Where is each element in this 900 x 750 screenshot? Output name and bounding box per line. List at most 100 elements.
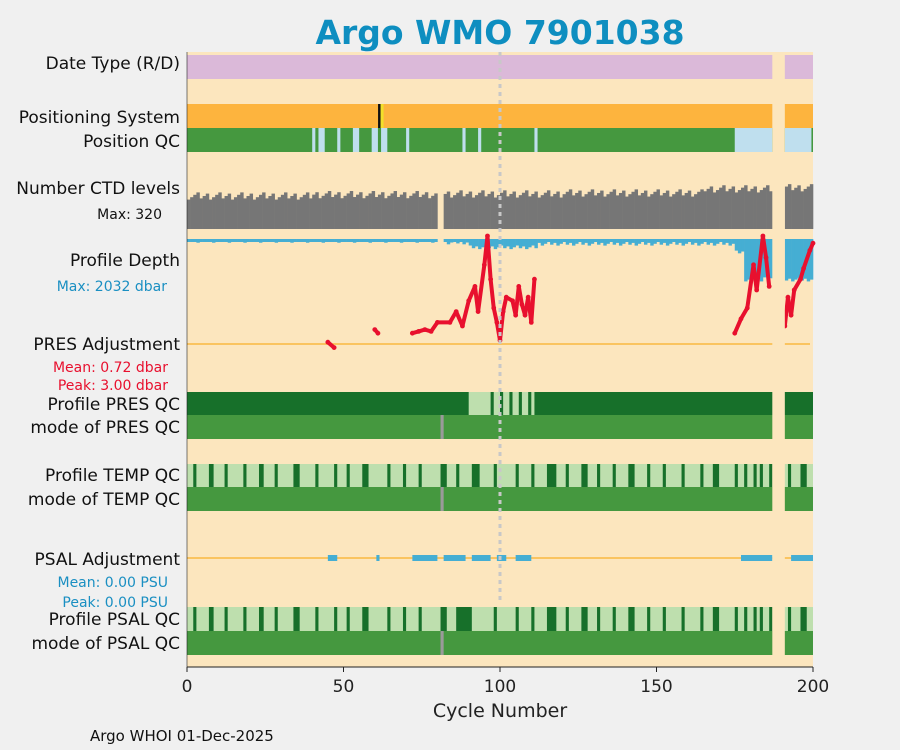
profile-depth-bar bbox=[277, 239, 282, 242]
ctd-level-bar bbox=[697, 191, 701, 229]
profile-temp-qc-band bbox=[187, 464, 813, 487]
ctd-level-bar bbox=[265, 198, 269, 229]
profile-depth-bar bbox=[287, 239, 291, 242]
profile-temp-qc-segment bbox=[712, 464, 720, 487]
profile-depth-bar bbox=[687, 239, 692, 242]
label-mode-psal-qc: mode of PSAL QC bbox=[31, 634, 180, 654]
ctd-level-bar bbox=[728, 188, 732, 229]
ctd-level-bar bbox=[474, 195, 479, 229]
profile-depth-bar bbox=[518, 239, 523, 249]
profile-temp-qc-segment bbox=[387, 464, 391, 487]
ctd-level-bar bbox=[669, 196, 673, 229]
profile-depth-bar bbox=[534, 239, 538, 249]
ctd-level-bar bbox=[500, 192, 504, 229]
ctd-level-bar bbox=[659, 195, 664, 229]
ctd-level-bar bbox=[603, 196, 607, 229]
ctd-level-bar bbox=[578, 190, 582, 229]
profile-depth-bar bbox=[359, 239, 363, 242]
ctd-level-bar bbox=[537, 197, 541, 229]
profile-depth-bar bbox=[562, 239, 567, 242]
profile-depth-bar bbox=[684, 239, 689, 244]
position-qc-segment bbox=[534, 128, 538, 152]
profile-psal-qc-segment bbox=[493, 607, 497, 631]
profile-pres-qc-segment bbox=[503, 392, 510, 415]
profile-depth-bar bbox=[456, 239, 460, 244]
profile-temp-qc-segment bbox=[258, 464, 264, 487]
pres-adjustment-point bbox=[447, 320, 453, 325]
profile-depth-bar bbox=[618, 239, 623, 246]
ctd-level-bar bbox=[731, 186, 736, 229]
ctd-level-bar bbox=[296, 199, 300, 229]
depth-max-label: Max: 2032 dbar bbox=[57, 279, 168, 295]
profile-psal-qc-segment bbox=[647, 607, 651, 631]
pres-adjustment-point bbox=[503, 294, 509, 300]
profile-depth-bar bbox=[659, 239, 664, 245]
ctd-level-bar bbox=[456, 192, 460, 229]
ctd-level-bar bbox=[656, 189, 660, 229]
profile-depth-bar bbox=[628, 239, 632, 245]
profile-depth-bar bbox=[318, 239, 322, 242]
ctd-level-bar bbox=[318, 198, 322, 229]
label-mode-temp-qc: mode of TEMP QC bbox=[28, 490, 180, 510]
profile-depth-bar bbox=[791, 239, 795, 282]
ctd-level-bar bbox=[481, 190, 485, 229]
profile-psal-qc-segment bbox=[759, 607, 763, 631]
ctd-level-bar bbox=[597, 192, 601, 229]
ctd-level-bar bbox=[737, 190, 742, 229]
ctd-level-bar bbox=[381, 192, 385, 229]
ctd-level-bar bbox=[315, 192, 319, 229]
pres-adjustment-point bbox=[460, 323, 465, 329]
ctd-level-bar bbox=[753, 186, 757, 229]
ctd-level-bar bbox=[703, 191, 707, 229]
profile-depth-bar bbox=[515, 239, 520, 246]
x-tick-label: 100 bbox=[484, 677, 516, 697]
positioning-marker-yellow bbox=[380, 104, 384, 128]
ctd-level-bar bbox=[290, 196, 294, 229]
profile-depth-bar bbox=[352, 239, 357, 243]
ctd-level-bar bbox=[528, 196, 532, 229]
profile-depth-bar bbox=[374, 239, 379, 242]
profile-depth-bar bbox=[474, 239, 479, 247]
profile-depth-bar bbox=[296, 239, 300, 242]
ctd-level-bar bbox=[356, 194, 360, 229]
ctd-level-bar bbox=[227, 193, 232, 229]
ctd-level-bar bbox=[368, 193, 372, 229]
pres-adjustment-point bbox=[491, 305, 497, 311]
ctd-level-bar bbox=[374, 197, 379, 229]
ctd-level-bar bbox=[590, 189, 595, 229]
x-tick-label: 150 bbox=[640, 677, 672, 697]
profile-depth-bar bbox=[368, 239, 372, 243]
ctd-level-bar bbox=[553, 193, 557, 229]
ctd-level-bar bbox=[277, 197, 282, 229]
ctd-level-bar bbox=[402, 192, 407, 229]
ctd-level-bar bbox=[399, 194, 404, 229]
ctd-level-bar bbox=[791, 190, 795, 229]
x-tick-label: 50 bbox=[333, 677, 355, 697]
profile-pres-qc-segment bbox=[521, 392, 529, 415]
ctd-level-bar bbox=[330, 197, 335, 229]
ctd-level-bar bbox=[706, 188, 711, 229]
mode-pres-qc-band bbox=[187, 415, 813, 439]
mode-psal-qc-band-gray-marker bbox=[440, 631, 444, 655]
profile-depth-bar bbox=[481, 239, 485, 248]
profile-psal-qc-segment bbox=[440, 607, 447, 631]
x-axis: 0 50 100 150 200 bbox=[182, 52, 829, 697]
label-date-type: Date Type (R/D) bbox=[46, 54, 180, 74]
profile-depth-bar bbox=[212, 239, 216, 243]
profile-depth-bar bbox=[609, 239, 613, 242]
pres-adjustment-point bbox=[453, 309, 459, 314]
profile-psal-qc-segment bbox=[258, 607, 264, 631]
ctd-level-bar bbox=[428, 198, 432, 229]
profile-depth-bar bbox=[665, 239, 670, 246]
profile-depth-bar bbox=[690, 239, 695, 245]
profile-depth-bar bbox=[728, 239, 732, 246]
ctd-level-bar bbox=[709, 186, 714, 229]
mode-psal-qc-band bbox=[187, 631, 813, 655]
profile-depth-bar bbox=[409, 239, 413, 242]
profile-depth-bar bbox=[384, 239, 388, 243]
ctd-level-bar bbox=[490, 191, 495, 229]
x-tick-label: 200 bbox=[797, 677, 829, 697]
ctd-level-bar bbox=[459, 190, 463, 229]
ctd-level-bar bbox=[418, 197, 423, 229]
ctd-level-bar bbox=[712, 192, 717, 229]
